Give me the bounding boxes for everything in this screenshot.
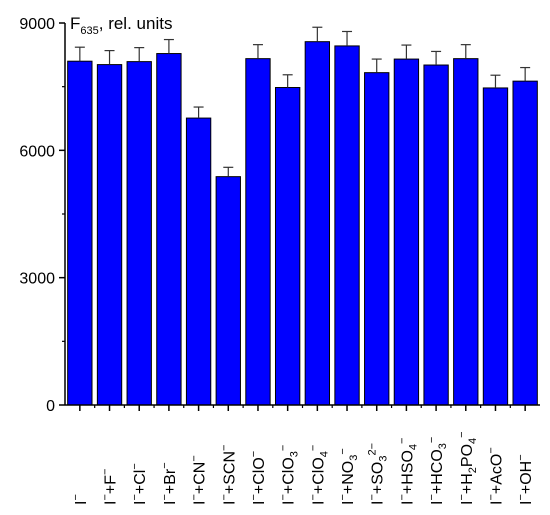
x-tick-label: I−+H2PO4− xyxy=(456,431,479,505)
bar xyxy=(156,53,182,406)
x-tick-label: I−+HCO3− xyxy=(426,437,449,505)
y-tick-label: 3000 xyxy=(19,271,55,288)
x-tick-label: I−+ClO4− xyxy=(307,445,330,505)
bar xyxy=(364,72,390,406)
y-axis-title-subscript: 635 xyxy=(80,25,98,37)
bar xyxy=(512,80,538,406)
bar xyxy=(304,41,331,406)
x-ticks: I− I−+F− I−+Cl− I−+Br− I−+CN− I−+SCN− I−+ClO− I… xyxy=(70,405,535,505)
bar xyxy=(393,58,420,406)
bar xyxy=(482,87,509,406)
x-tick-label: I−+CN− xyxy=(189,455,209,505)
y-tick-label: 6000 xyxy=(19,143,55,160)
x-tick-label: I−+HSO4− xyxy=(396,438,419,505)
x-tick-label: I−+F− xyxy=(100,469,120,505)
error-bars xyxy=(74,26,531,177)
bar xyxy=(334,45,360,406)
x-tick-label: I−+NO3− xyxy=(337,448,360,505)
x-tick-label: I−+OH− xyxy=(515,454,535,505)
bar xyxy=(423,64,449,406)
bar xyxy=(126,61,152,406)
x-tick-label: I−+Cl− xyxy=(129,463,149,505)
y-tick-label: 9000 xyxy=(19,16,55,33)
x-tick-label: I−+SCN− xyxy=(218,445,238,505)
x-tick-label: I−+ClO3− xyxy=(278,445,301,505)
bar xyxy=(185,117,212,406)
bar xyxy=(67,60,93,406)
y-axis-title-rest: , rel. units xyxy=(99,14,173,33)
bar xyxy=(274,87,301,406)
bar xyxy=(215,176,241,406)
y-tick-label: 0 xyxy=(46,398,55,415)
x-tick-label: I−+SO32− xyxy=(367,443,390,505)
y-axis-title-main: F xyxy=(70,14,80,33)
y-axis-title: F635, rel. units xyxy=(70,14,172,37)
x-tick-label: I− xyxy=(70,494,90,505)
x-tick-label: I−+Br− xyxy=(159,462,179,505)
plot-area xyxy=(67,41,538,406)
bar xyxy=(453,58,479,406)
x-tick-label: I−+AcO− xyxy=(485,447,505,505)
y-ticks: 0 3000 6000 9000 xyxy=(19,16,65,415)
x-tick-label: I−+ClO− xyxy=(248,451,268,505)
bar xyxy=(245,58,271,406)
bar xyxy=(96,64,123,406)
